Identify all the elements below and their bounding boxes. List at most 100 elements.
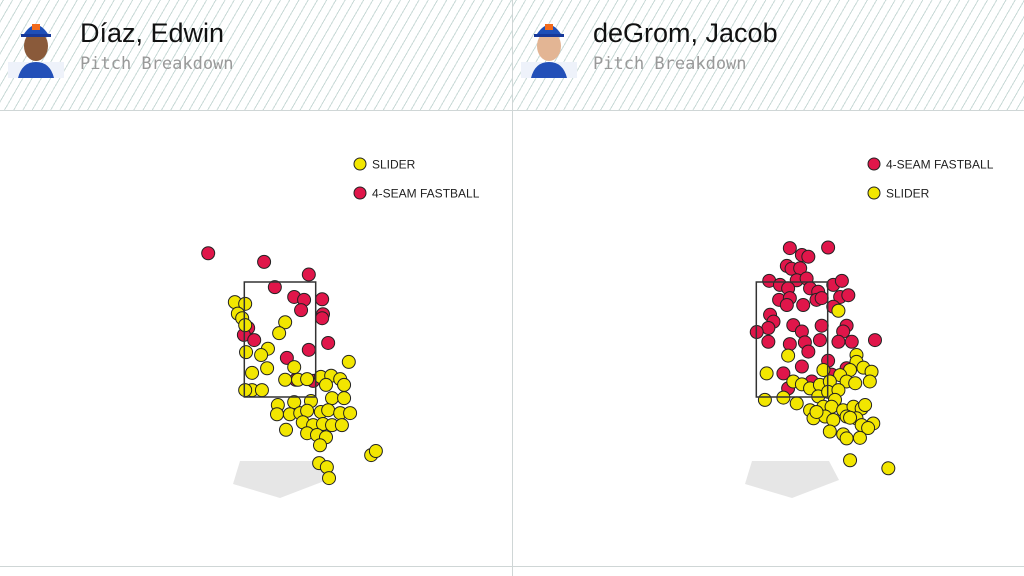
- player-name: deGrom, Jacob: [593, 18, 778, 48]
- home-plate: [745, 461, 839, 498]
- pitch-point: [814, 318, 829, 333]
- pitch-point: [843, 410, 858, 425]
- legend-marker: [353, 186, 367, 200]
- pitch-location-chart: SLIDER 4-SEAM FASTBALL: [201, 157, 480, 498]
- pitch-point: [844, 334, 859, 349]
- pitch-point: [368, 444, 383, 459]
- pitch-point: [279, 422, 294, 437]
- pitch-point: [757, 392, 772, 407]
- pitch-point: [278, 372, 293, 387]
- pitch-point: [831, 334, 846, 349]
- legend-marker: [867, 186, 881, 200]
- player-headshot-icon: [521, 24, 577, 78]
- pitch-point: [858, 398, 873, 413]
- pitch-point: [801, 344, 816, 359]
- pitch-point: [267, 280, 282, 295]
- pitch-point: [839, 431, 854, 446]
- pitch-point: [831, 303, 846, 318]
- pitch-point: [201, 246, 216, 261]
- legend-marker: [867, 157, 881, 171]
- pitch-point: [848, 376, 863, 391]
- pitch-point: [796, 298, 811, 312]
- legend-marker: [353, 157, 367, 171]
- pitch-point: [287, 360, 302, 375]
- pitch-location-chart: 4-SEAM FASTBALL SLIDER: [745, 157, 994, 498]
- pitch-point: [862, 374, 877, 389]
- pitch-point: [343, 406, 358, 421]
- pitch-point: [247, 333, 262, 348]
- pitch-point: [315, 311, 330, 326]
- pitch-point: [257, 254, 272, 269]
- pitch-point: [312, 438, 327, 453]
- bottom-rule: [513, 566, 1024, 567]
- player-name: Díaz, Edwin: [80, 18, 225, 48]
- pitch-point: [826, 413, 841, 427]
- bottom-rule: [0, 566, 512, 567]
- page-subtitle: Pitch Breakdown: [80, 54, 234, 74]
- pitch-point: [325, 391, 340, 406]
- strike-zone: [755, 281, 829, 398]
- pitch-point: [843, 453, 858, 468]
- pitch-point: [809, 404, 824, 419]
- pitch-point: [761, 334, 776, 349]
- legend-label: SLIDER: [372, 158, 416, 172]
- legend-label: SLIDER: [886, 187, 930, 201]
- pitch-point: [779, 298, 794, 312]
- pitch-point: [272, 326, 287, 341]
- pitch-point: [254, 383, 269, 398]
- pitch-point: [315, 292, 330, 307]
- pitch-point: [822, 424, 837, 439]
- pitch-point: [782, 337, 797, 352]
- pitch-point: [322, 471, 337, 486]
- pitch-point: [254, 348, 269, 363]
- pitch-point: [260, 361, 275, 376]
- pitch-point: [881, 461, 896, 476]
- pitch-point: [321, 335, 336, 350]
- pitch-point: [852, 430, 867, 445]
- pitch-point: [337, 377, 352, 392]
- pitch-point: [334, 418, 349, 433]
- pitch-point: [794, 359, 809, 374]
- series-4-seam-fastball: [201, 246, 336, 388]
- pitch-point: [821, 240, 836, 255]
- pitch-point: [759, 366, 774, 381]
- player-panel-degrom: deGrom, Jacob Pitch Breakdown 4-SEAM FAS…: [513, 0, 1024, 576]
- pitch-point: [301, 267, 316, 282]
- pitch-point: [812, 333, 827, 348]
- pitch-point: [238, 318, 253, 333]
- pitch-point: [801, 249, 816, 264]
- pitch-point: [816, 362, 831, 377]
- pitch-point: [782, 241, 797, 256]
- pitch-point: [814, 291, 829, 306]
- pitch-point: [861, 421, 876, 436]
- pitch-point: [319, 377, 334, 392]
- player-headshot-icon: [8, 24, 64, 78]
- series-slider: [227, 295, 383, 486]
- pitch-point: [761, 321, 776, 335]
- pitch-point: [834, 273, 849, 288]
- series-4-seam-fastball: [749, 240, 882, 396]
- pitch-point: [294, 303, 309, 318]
- pitch-point: [300, 372, 315, 387]
- pitch-point: [781, 348, 796, 363]
- pitch-point: [301, 342, 316, 357]
- pitch-point: [321, 403, 336, 418]
- player-header: deGrom, Jacob Pitch Breakdown: [513, 0, 1024, 111]
- pitch-point: [841, 288, 856, 303]
- pitch-point: [867, 333, 882, 348]
- pitch-point: [337, 391, 352, 406]
- series-slider: [757, 303, 896, 476]
- strike-zone: [243, 281, 317, 398]
- legend-label: 4-SEAM FASTBALL: [886, 158, 994, 172]
- pitch-point: [269, 407, 284, 422]
- player-panel-diaz: Díaz, Edwin Pitch Breakdown SLIDER 4-SEAM…: [0, 0, 512, 567]
- pitch-point: [776, 366, 791, 381]
- pitch-point: [278, 315, 293, 330]
- pitch-point: [238, 296, 253, 311]
- legend-label: 4-SEAM FASTBALL: [372, 187, 480, 201]
- panel-divider: [512, 0, 513, 576]
- page-subtitle: Pitch Breakdown: [593, 54, 747, 74]
- pitch-point: [789, 396, 804, 411]
- player-header: Díaz, Edwin Pitch Breakdown: [0, 0, 512, 111]
- pitch-point: [279, 350, 294, 365]
